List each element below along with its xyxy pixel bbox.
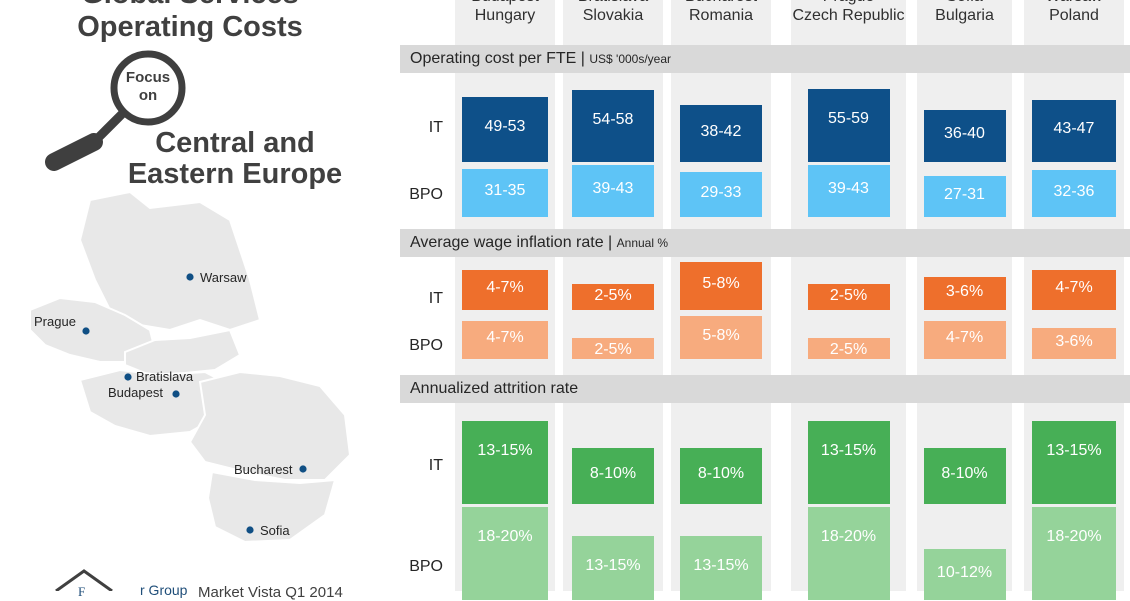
cee-map: Warsaw Prague Bratislava Budapest Buchar… [29,190,352,544]
column-header: BratislavaSlovakia [563,0,663,33]
column-city: Budapest [455,0,555,6]
region-line-1: Central and [155,127,315,159]
bpo-value-box: 4-7% [923,321,1006,359]
it-value-box: 49-53 [462,97,548,162]
bpo-value-box: 2-5% [572,338,654,359]
column-country: Bulgaria [935,7,994,24]
bpo-value-box: 27-31 [923,176,1006,217]
city-dot-bucharest [299,465,307,473]
row-label-bpo: BPO [409,558,443,575]
city-label-budapest: Budapest [108,385,163,400]
city-label-bratislava: Bratislava [136,369,194,384]
section-unit: US$ '000s/year [589,52,672,66]
row-label-it: IT [428,290,443,307]
column-city: Warsaw [1024,0,1124,6]
bpo-value-box: 18-20% [807,507,890,600]
column-header: PragueCzech Republic [791,0,906,33]
bpo-value-box: 18-20% [1032,507,1116,600]
it-value-box: 4-7% [1032,270,1116,310]
bpo-value-box: 39-43 [572,165,654,217]
it-value-box: 5-8% [680,262,762,310]
it-value-box: 13-15% [807,421,890,504]
focus-label-bottom: on [139,87,157,104]
region-line-2: Eastern Europe [127,158,343,190]
column-country: Romania [688,7,754,24]
column-country: Czech Republic [792,7,905,24]
section-title: Annualized attrition rate [410,380,579,397]
column-country: Slovakia [582,7,644,24]
column-header: BucharestRomania [671,0,771,33]
map-poland [78,190,262,332]
city-dot-warsaw [186,273,194,281]
city-dot-prague [82,327,90,335]
section-operating-cost: Operating cost per FTE | US$ '000s/year [400,45,1130,73]
left-panel: Global Services Operating Costs Focus on… [0,0,390,601]
column-country: Hungary [474,7,536,24]
it-value-box: 55-59 [807,89,890,162]
it-value-box: 43-47 [1032,100,1116,162]
it-value-box: 8-10% [923,448,1006,504]
it-value-box: 2-5% [807,284,890,310]
bpo-value-box: 31-35 [462,169,548,217]
it-value-box: 13-15% [1032,421,1116,504]
bpo-value-box: 13-15% [572,536,654,600]
city-label-prague: Prague [34,314,76,329]
bpo-value-box: 18-20% [462,507,548,600]
section-title: Average wage inflation rate [410,234,604,251]
bpo-value-box: 4-7% [462,321,548,359]
column-header: SofiaBulgaria [917,0,1012,33]
it-value-box: 54-58 [572,90,654,162]
brand-logo-icon [55,569,113,591]
column-city: Bratislava [563,0,663,6]
city-dot-bratislava [124,373,132,381]
it-value-box: 36-40 [923,110,1006,162]
section-unit: Annual % [616,236,669,250]
row-label-it: IT [428,119,443,136]
bpo-value-box: 3-6% [1032,328,1116,359]
it-value-box: 8-10% [680,448,762,504]
bpo-value-box: 5-8% [680,316,762,359]
city-label-sofia: Sofia [260,523,290,538]
bpo-value-box: 29-33 [680,172,762,217]
it-value-box: 4-7% [462,270,548,310]
column-city: Sofia [917,0,1012,6]
section-attrition: Annualized attrition rate [400,375,1130,403]
column-city: Prague [791,0,906,6]
section-title: Operating cost per FTE [410,50,577,67]
bpo-value-box: 32-36 [1032,170,1116,217]
bpo-value-box: 13-15% [680,536,762,600]
bpo-value-box: 2-5% [807,338,890,359]
column-country: Poland [1049,7,1099,24]
bpo-value-box: 10-12% [923,549,1006,600]
row-label-bpo: BPO [409,337,443,354]
title-line-1: Global Services [20,0,360,11]
section-separator: | [603,234,617,251]
section-separator: | [576,50,590,67]
city-dot-budapest [172,390,180,398]
it-value-box: 13-15% [462,421,548,504]
row-label-bpo: BPO [409,186,443,203]
it-value-box: 3-6% [923,277,1006,310]
section-wage-inflation: Average wage inflation rate | Annual % [400,229,1130,257]
column-header: WarsawPoland [1024,0,1124,33]
row-label-it: IT [428,457,443,474]
it-value-box: 38-42 [680,105,762,162]
focus-label-top: Focus [126,69,170,86]
bpo-value-box: 39-43 [807,165,890,217]
map-bulgaria [206,470,337,544]
city-dot-sofia [246,526,254,534]
title-line-2: Operating Costs [77,11,303,43]
magnifier-icon: Focus on [45,50,186,171]
it-value-box: 8-10% [572,448,654,504]
column-city: Bucharest [671,0,771,6]
city-label-warsaw: Warsaw [200,270,247,285]
city-label-bucharest: Bucharest [234,462,293,477]
column-header: BudapestHungary [455,0,555,33]
it-value-box: 2-5% [572,284,654,310]
map-slovakia [124,328,242,377]
